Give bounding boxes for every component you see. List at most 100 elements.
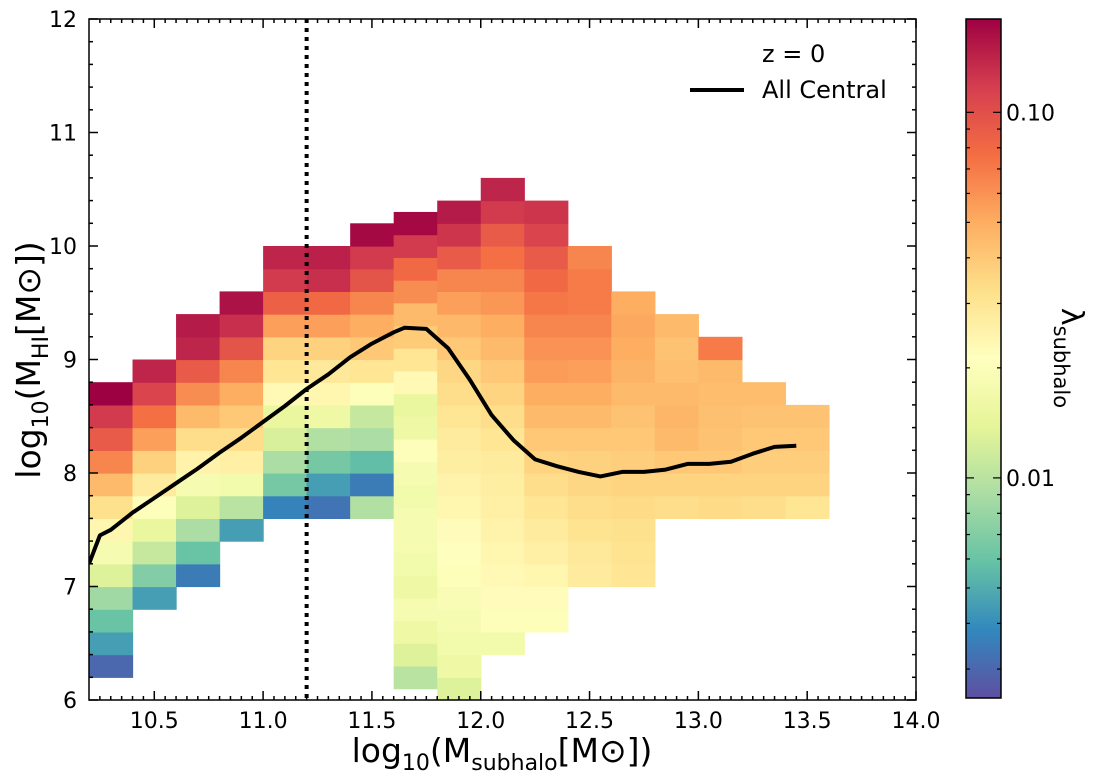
heatmap-cell — [480, 246, 525, 270]
heatmap-cell — [132, 541, 177, 565]
heatmap-cell — [176, 541, 221, 565]
plot-frame — [88, 18, 917, 701]
x-tick-label: 12.5 — [565, 709, 614, 734]
heatmap-cell — [306, 314, 351, 338]
heatmap-cell — [437, 677, 482, 700]
x-tick-label: 10.5 — [130, 709, 179, 734]
heatmap-cell — [176, 404, 221, 429]
heatmap-cell — [219, 336, 264, 361]
heatmap-cell — [480, 291, 525, 315]
heatmap-cell — [263, 495, 308, 519]
heatmap-cell — [480, 563, 525, 588]
heatmap-cell — [393, 302, 438, 327]
heatmap-cell — [219, 450, 264, 474]
heatmap-cell — [350, 450, 395, 474]
heatmap-cell — [437, 563, 482, 588]
heatmap-cell — [306, 404, 351, 429]
heatmap-cell — [176, 495, 221, 519]
heatmap-cell — [437, 541, 482, 565]
heatmap-cell — [567, 518, 612, 542]
heatmap-cell — [306, 382, 351, 406]
heatmap-cell — [393, 597, 438, 622]
heatmap-cell — [219, 314, 264, 338]
heatmap-cell — [89, 609, 134, 633]
colorbar: 0.10 0.01 — [965, 18, 1055, 699]
colorbar-tick-label: 0.01 — [1006, 467, 1055, 492]
heatmap-cell — [437, 473, 482, 497]
heatmap-cell — [89, 631, 134, 656]
heatmap-cell — [611, 518, 656, 542]
colorbar-ticks: 0.10 0.01 — [966, 101, 1055, 670]
heatmap-cell — [306, 495, 351, 519]
heatmap-cell — [480, 541, 525, 565]
x-axis-label: log10(Msubhalo[M⊙]) — [352, 731, 653, 776]
heatmap-cell — [567, 246, 612, 270]
heatmap-cell — [567, 450, 612, 474]
y-tick-label: 6 — [63, 689, 77, 714]
x-tick-label: 11.5 — [347, 709, 396, 734]
heatmap-cell — [611, 314, 656, 338]
heatmap-cell — [480, 404, 525, 429]
heatmap-cell — [219, 404, 264, 429]
heatmap-cell — [480, 200, 525, 224]
y-tick-label: 8 — [63, 462, 77, 487]
heatmap-cell — [176, 382, 221, 406]
series-line-all-central — [89, 325, 797, 565]
heatmap-cell — [480, 473, 525, 497]
heatmap-cell — [480, 586, 525, 610]
heatmap-cell — [785, 495, 830, 519]
legend-label-all-central: All Central — [762, 76, 887, 104]
heatmap-cell — [350, 246, 395, 270]
heatmap-cell — [437, 609, 482, 633]
heatmap-cell — [611, 291, 656, 315]
heatmap-cell — [393, 507, 438, 531]
heatmap-cell — [89, 427, 134, 451]
heatmap-cell — [219, 359, 264, 383]
heatmap-cell — [524, 359, 569, 383]
heatmap-cell — [437, 200, 482, 224]
heatmap-cell — [350, 427, 395, 451]
heatmap-cell — [350, 495, 395, 519]
heatmap-cell — [263, 246, 308, 270]
heatmap-cell — [89, 450, 134, 474]
heatmap-cell — [611, 541, 656, 565]
heatmap-cell — [393, 438, 438, 463]
heatmap-cell — [393, 575, 438, 599]
heatmap-cell — [698, 404, 743, 429]
heatmap-cell — [524, 314, 569, 338]
heatmap-cell — [306, 427, 351, 451]
heatmap-cell — [132, 450, 177, 474]
heatmap-cell — [567, 427, 612, 451]
heatmap-cell — [654, 382, 699, 406]
heatmap-cell — [437, 404, 482, 429]
axis-ticks: 10.5 11.0 11.5 12.0 12.5 13.0 13.5 14.0 6 7 8 9 10 11… — [49, 8, 940, 734]
heatmap-cell — [176, 563, 221, 588]
colorbar-label: λsubhalo — [1049, 308, 1089, 408]
heatmap-cell — [611, 427, 656, 451]
heatmap-cell — [524, 473, 569, 497]
heatmap-cell — [89, 495, 134, 519]
heatmap-cell — [437, 314, 482, 338]
heatmap-cell — [567, 359, 612, 383]
heatmap-cell — [480, 359, 525, 383]
heatmap-cell — [393, 484, 438, 508]
y-tick-label: 9 — [63, 349, 77, 374]
heatmap-cell — [524, 268, 569, 292]
heatmap-cell — [437, 223, 482, 247]
heatmap-cell — [654, 336, 699, 361]
y-axis-label: log10(MHI[M⊙]) — [9, 241, 54, 478]
x-tick-label: 11.0 — [239, 709, 288, 734]
heatmap-cell — [350, 291, 395, 315]
heatmap-cell — [393, 665, 438, 690]
heatmap-cell — [89, 404, 134, 429]
heatmap-cells — [89, 177, 830, 700]
heatmap-cell — [306, 268, 351, 292]
heatmap-cell — [393, 211, 438, 236]
heatmap-cell — [611, 359, 656, 383]
heatmap-cell — [611, 563, 656, 588]
heatmap-cell — [654, 495, 699, 519]
heatmap-cell — [698, 336, 743, 361]
heatmap-cell — [480, 268, 525, 292]
heatmap-cell — [393, 416, 438, 440]
